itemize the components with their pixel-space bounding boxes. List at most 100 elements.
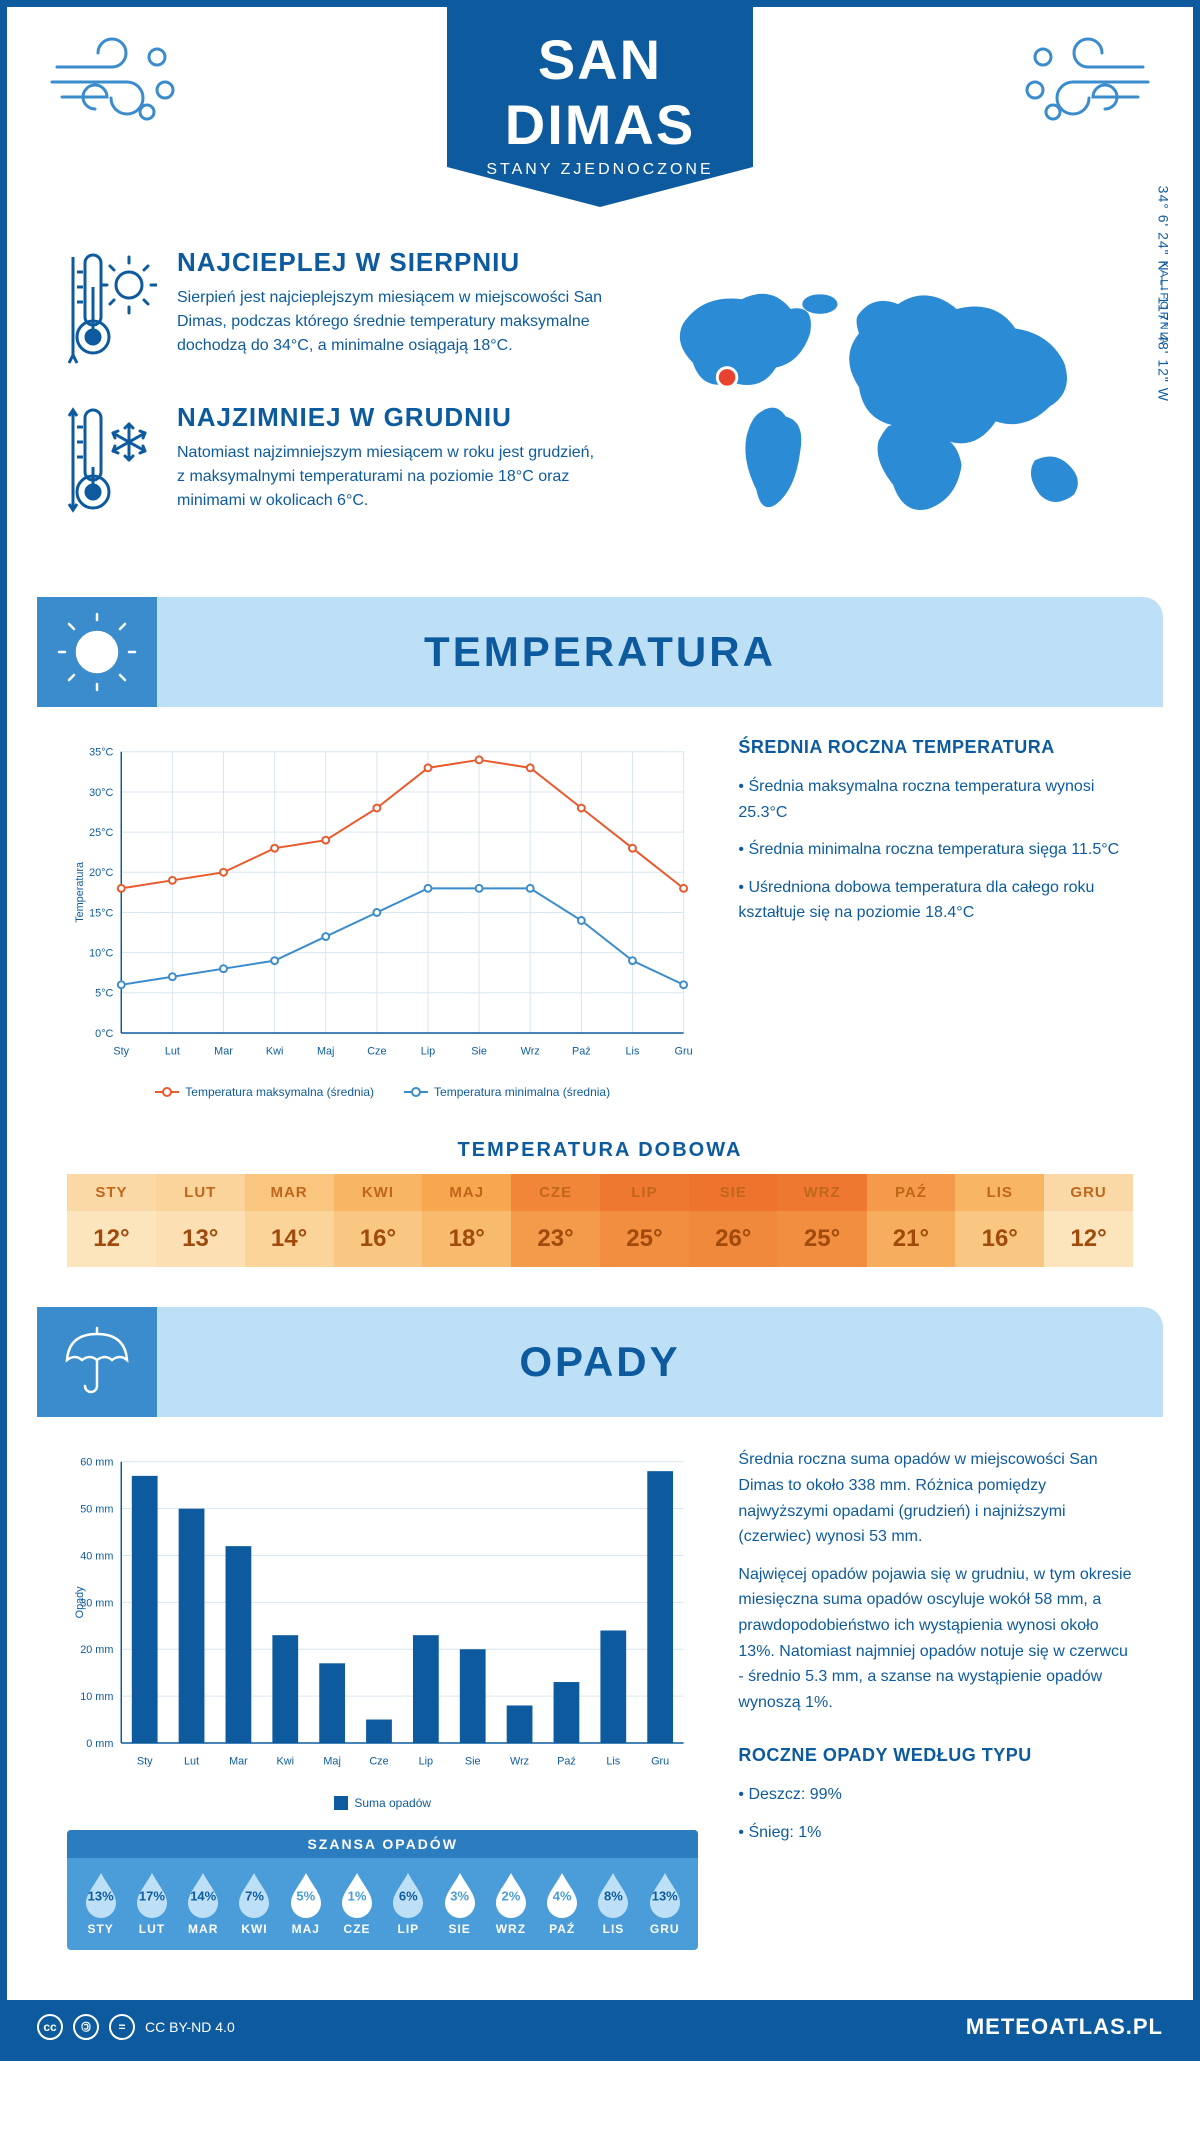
drop-month: CZE: [344, 1922, 371, 1936]
temp-bullet: Średnia maksymalna roczna temperatura wy…: [738, 774, 1133, 825]
temp-summary-list: Średnia maksymalna roczna temperatura wy…: [738, 774, 1133, 926]
drop-icon: 2%: [492, 1870, 530, 1918]
daily-temp-month: GRU: [1044, 1174, 1133, 1211]
drop-icon: 3%: [441, 1870, 479, 1918]
header-row: SAN DIMAS STANY ZJEDNOCZONE: [7, 7, 1193, 237]
facts-column: NAJCIEPLEJ W SIERPNIU Sierpień jest najc…: [67, 247, 604, 557]
rain-chance-cell: 2% WRZ: [485, 1870, 536, 1936]
daily-temp-value: 16°: [955, 1211, 1044, 1267]
drop-icon: 1%: [338, 1870, 376, 1918]
svg-text:Kwi: Kwi: [266, 1046, 283, 1058]
city-title: SAN DIMAS: [447, 27, 753, 157]
svg-text:Lis: Lis: [606, 1756, 620, 1768]
rain-chance-panel: SZANSA OPADÓW 13% STY 17% LUT 14% MAR 7%…: [67, 1830, 698, 1950]
daily-temp-value: 21°: [867, 1211, 956, 1267]
temp-summary-title: ŚREDNIA ROCZNA TEMPERATURA: [738, 737, 1133, 758]
svg-text:Maj: Maj: [323, 1756, 340, 1768]
daily-temp-value: 25°: [778, 1211, 867, 1267]
svg-text:10 mm: 10 mm: [80, 1691, 113, 1703]
daily-temp-month: KWI: [334, 1174, 423, 1211]
drop-icon: 6%: [389, 1870, 427, 1918]
svg-text:Paź: Paź: [572, 1046, 591, 1058]
svg-text:0 mm: 0 mm: [86, 1738, 113, 1750]
umbrella-tab-icon: [37, 1307, 157, 1417]
daily-temp-value: 12°: [67, 1211, 156, 1267]
header-banner: SAN DIMAS STANY ZJEDNOCZONE: [447, 7, 753, 207]
drop-icon: 4%: [543, 1870, 581, 1918]
svg-text:Temperatura: Temperatura: [74, 861, 86, 923]
daily-temp-month: CZE: [511, 1174, 600, 1211]
svg-text:20°C: 20°C: [89, 867, 113, 879]
footer-site: METEOATLAS.PL: [966, 2014, 1163, 2040]
temp-bullet: Uśredniona dobowa temperatura dla całego…: [738, 875, 1133, 926]
drop-month: SIE: [448, 1922, 470, 1936]
license-text: CC BY-ND 4.0: [145, 2019, 235, 2035]
svg-text:25°C: 25°C: [89, 827, 113, 839]
rain-chance-cell: 14% MAR: [178, 1870, 229, 1936]
svg-text:Lip: Lip: [419, 1756, 433, 1768]
coordinates: 34° 6' 24" N — 117° 48' 12" W: [1155, 186, 1171, 402]
drop-percent: 5%: [296, 1889, 315, 1904]
drop-percent: 1%: [348, 1889, 367, 1904]
precip-paragraph: Najwięcej opadów pojawia się w grudniu, …: [738, 1562, 1133, 1716]
drop-percent: 7%: [245, 1889, 264, 1904]
drop-percent: 4%: [553, 1889, 572, 1904]
daily-temp-value: 14°: [245, 1211, 334, 1267]
footer-license: cc 🄯 = CC BY-ND 4.0: [37, 2014, 235, 2040]
cold-fact: NAJZIMNIEJ W GRUDNIU Natomiast najzimnie…: [67, 402, 604, 527]
svg-text:Sie: Sie: [471, 1046, 487, 1058]
daily-temp-month: MAR: [245, 1174, 334, 1211]
svg-text:50 mm: 50 mm: [80, 1504, 113, 1516]
drop-month: LUT: [139, 1922, 165, 1936]
precipitation-chart-col: 0 mm10 mm20 mm30 mm40 mm50 mm60 mmStyLut…: [67, 1447, 698, 1949]
sun-tab-icon: [37, 597, 157, 707]
svg-text:Wrz: Wrz: [510, 1756, 529, 1768]
svg-text:Cze: Cze: [369, 1756, 388, 1768]
svg-text:Wrz: Wrz: [521, 1046, 540, 1058]
precip-type-list: Deszcz: 99%Śnieg: 1%: [738, 1782, 1133, 1845]
drop-percent: 14%: [190, 1889, 216, 1904]
svg-text:Kwi: Kwi: [277, 1756, 294, 1768]
daily-temp-title: TEMPERATURA DOBOWA: [7, 1139, 1193, 1162]
precip-legend-item: Suma opadów: [334, 1796, 431, 1810]
drop-icon: 13%: [82, 1870, 120, 1918]
footer: cc 🄯 = CC BY-ND 4.0 METEOATLAS.PL: [7, 2000, 1193, 2054]
thermometer-snow-icon: [67, 402, 157, 527]
drop-month: MAR: [188, 1922, 218, 1936]
svg-text:Mar: Mar: [214, 1046, 233, 1058]
rain-chance-cell: 4% PAŹ: [537, 1870, 588, 1936]
rain-chance-cell: 13% GRU: [639, 1870, 690, 1936]
rain-chance-cell: 5% MAJ: [280, 1870, 331, 1936]
temp-bullet: Średnia minimalna roczna temperatura się…: [738, 837, 1133, 863]
svg-text:20 mm: 20 mm: [80, 1645, 113, 1657]
daily-temp-month: LIP: [600, 1174, 689, 1211]
daily-temp-value: 23°: [511, 1211, 600, 1267]
daily-temp-value: 25°: [600, 1211, 689, 1267]
svg-text:15°C: 15°C: [89, 907, 113, 919]
rain-chance-title: SZANSA OPADÓW: [67, 1830, 698, 1858]
drop-icon: 7%: [235, 1870, 273, 1918]
rain-chance-drops: 13% STY 17% LUT 14% MAR 7% KWI 5% MAJ 1%…: [67, 1858, 698, 1940]
svg-text:Paź: Paź: [557, 1756, 576, 1768]
hot-fact-body: NAJCIEPLEJ W SIERPNIU Sierpień jest najc…: [177, 247, 604, 372]
drop-icon: 13%: [646, 1870, 684, 1918]
world-map-icon: [644, 265, 1133, 539]
svg-text:Lut: Lut: [184, 1756, 199, 1768]
rain-chance-cell: 17% LUT: [126, 1870, 177, 1936]
svg-text:35°C: 35°C: [89, 747, 113, 759]
rain-chance-cell: 13% STY: [75, 1870, 126, 1936]
location-marker-icon: [718, 368, 738, 388]
rain-chance-cell: 8% LIS: [588, 1870, 639, 1936]
svg-text:30°C: 30°C: [89, 787, 113, 799]
drop-month: GRU: [650, 1922, 680, 1936]
cold-fact-text: Natomiast najzimniejszym miesiącem w rok…: [177, 441, 604, 513]
svg-text:60 mm: 60 mm: [80, 1457, 113, 1469]
svg-text:Cze: Cze: [367, 1046, 386, 1058]
svg-text:10°C: 10°C: [89, 948, 113, 960]
drop-percent: 13%: [88, 1889, 114, 1904]
drop-icon: 8%: [594, 1870, 632, 1918]
precip-type-item: Deszcz: 99%: [738, 1782, 1133, 1808]
drop-month: STY: [87, 1922, 113, 1936]
temperature-chart: 0°C5°C10°C15°C20°C25°C30°C35°CStyLutMarK…: [67, 737, 698, 1099]
cc-icon: cc: [37, 2014, 63, 2040]
